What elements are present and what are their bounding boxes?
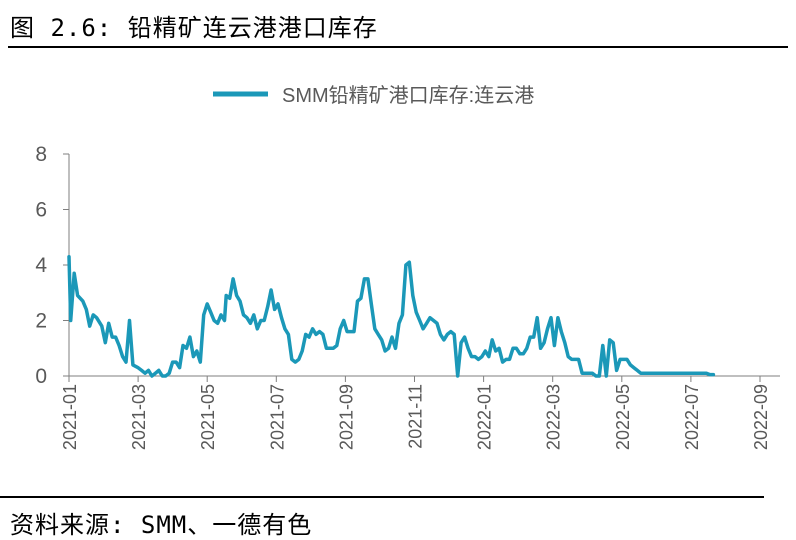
x-tick-label: 2021-07: [267, 384, 287, 450]
x-tick-label: 2022-09: [751, 384, 771, 450]
title-rule: [8, 46, 788, 48]
x-tick-label: 2021-11: [406, 384, 426, 449]
x-tick-label: 2021-01: [60, 384, 80, 450]
figure-title: 图 2.6: 铅精矿连云港港口库存: [10, 14, 378, 42]
y-tick-label: 8: [35, 143, 47, 166]
y-tick-label: 0: [35, 365, 47, 388]
x-tick-label: 2021-05: [198, 384, 218, 450]
y-tick-label: 4: [35, 254, 47, 277]
x-tick-label: 2021-03: [129, 384, 149, 450]
x-tick-label: 2022-03: [544, 384, 564, 450]
source-rule: [0, 496, 764, 498]
y-axis: 0 2 4 6 8: [35, 143, 70, 388]
y-tick-label: 6: [35, 199, 47, 222]
source-note: 资料来源: SMM、一德有色: [10, 511, 313, 539]
x-tick-label: 2022-07: [682, 384, 702, 450]
legend: SMM铅精矿港口库存:连云港: [213, 84, 534, 107]
legend-label: SMM铅精矿港口库存:连云港: [282, 84, 534, 107]
x-tick-label: 2022-05: [613, 384, 633, 450]
y-tick-label: 2: [35, 310, 47, 333]
x-tick-label: 2022-01: [475, 384, 495, 450]
x-tick-label: 2021-09: [336, 384, 356, 450]
x-axis: 2021-01 2021-03 2021-05 2021-07 2021-09 2021-…: [60, 375, 780, 450]
series-line: [67, 254, 716, 378]
plot-area: [67, 254, 716, 378]
